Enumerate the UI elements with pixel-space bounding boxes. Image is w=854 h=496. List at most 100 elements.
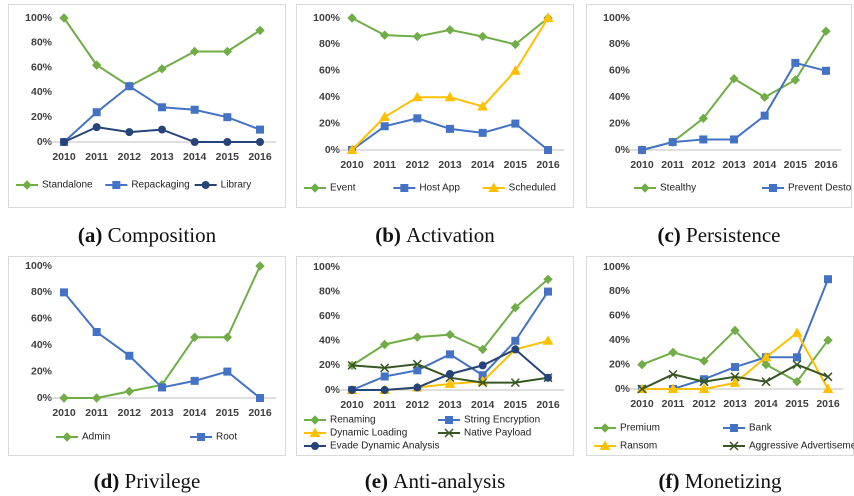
x-tick-label: 2016 xyxy=(248,151,272,163)
y-tick-label: 0% xyxy=(325,144,341,156)
point xyxy=(255,261,265,271)
legend-label: String Encryption xyxy=(464,415,540,426)
point xyxy=(256,138,264,146)
panel: 0% 20% 40% 60% 80% 100% 2010 2011 2012 2013 2014 20… xyxy=(8,4,286,208)
point xyxy=(761,377,771,387)
legend-marker xyxy=(444,428,454,438)
point xyxy=(730,325,740,336)
legend-label: Dynamic Loading xyxy=(330,428,407,439)
point xyxy=(510,39,521,50)
point xyxy=(729,377,741,387)
panel-border xyxy=(8,256,286,456)
legend-label: Library xyxy=(221,180,252,191)
y-tick-label: 80% xyxy=(319,38,341,50)
y-tick-label: 80% xyxy=(319,285,341,297)
caption-label: (c) xyxy=(657,223,680,247)
caption-label: (e) xyxy=(365,469,388,493)
point xyxy=(729,74,739,84)
y-tick-label: 100% xyxy=(603,261,631,273)
y-tick-label: 20% xyxy=(609,117,631,129)
point xyxy=(445,329,455,340)
legend-label: Admin xyxy=(82,432,110,443)
point xyxy=(190,105,199,114)
panel-border xyxy=(8,4,286,208)
point xyxy=(446,124,454,133)
legend-label: Host App xyxy=(419,183,460,194)
point xyxy=(478,128,487,137)
legend-marker xyxy=(600,423,610,433)
panel-border xyxy=(586,4,852,208)
point xyxy=(822,66,830,75)
point xyxy=(379,111,391,121)
point xyxy=(510,378,520,388)
point xyxy=(379,339,390,350)
y-tick-label: 60% xyxy=(319,65,341,77)
point xyxy=(792,376,802,387)
point xyxy=(699,135,708,144)
point xyxy=(158,103,166,112)
y-tick-label: 20% xyxy=(609,358,631,370)
x-tick-label: 2016 xyxy=(248,407,272,419)
point xyxy=(92,108,101,117)
x-tick-label: 2013 xyxy=(150,407,174,419)
caption: (e) Anti-analysis xyxy=(365,469,506,493)
caption-text: Anti-analysis xyxy=(393,469,505,493)
point xyxy=(445,25,455,35)
point xyxy=(638,146,646,154)
point xyxy=(189,332,200,342)
y-tick-label: 80% xyxy=(609,285,631,297)
legend-marker xyxy=(730,424,738,432)
x-tick-label: 2015 xyxy=(216,151,240,163)
y-tick-label: 0% xyxy=(37,392,53,404)
point xyxy=(412,359,422,369)
point xyxy=(822,383,834,393)
x-tick-label: 2012 xyxy=(406,159,430,171)
panel: 0% 20% 40% 60% 80% 100% 2010 2011 2012 2013 2014 20… xyxy=(586,4,852,208)
point xyxy=(60,138,68,146)
point xyxy=(760,111,769,120)
point xyxy=(125,82,134,91)
y-tick-label: 40% xyxy=(31,339,53,351)
point xyxy=(413,114,422,123)
point xyxy=(190,138,199,146)
point xyxy=(380,363,390,373)
point xyxy=(446,350,454,359)
legend-label: Repackaging xyxy=(131,180,189,191)
x-tick-label: 2016 xyxy=(816,398,840,410)
y-tick-label: 0% xyxy=(325,384,341,396)
point xyxy=(59,393,69,403)
point xyxy=(792,360,802,370)
legend-marker xyxy=(400,184,409,192)
legend-marker xyxy=(201,181,210,189)
point xyxy=(92,328,101,336)
x-tick-label: 2012 xyxy=(118,407,142,419)
point xyxy=(92,123,101,132)
y-tick-label: 60% xyxy=(31,313,53,325)
x-tick-label: 2010 xyxy=(52,151,76,163)
legend-label: Ransom xyxy=(620,441,657,452)
panel: 0% 20% 40% 60% 80% 100% 2010 2011 2012 2013 2014 20… xyxy=(296,4,574,208)
x-tick-label: 2012 xyxy=(406,399,430,411)
legend-marker xyxy=(309,427,321,437)
point xyxy=(698,383,710,393)
x-tick-label: 2011 xyxy=(661,159,684,171)
point xyxy=(446,370,454,379)
y-tick-label: 100% xyxy=(313,12,341,24)
point xyxy=(256,125,264,134)
caption-text: Monetizing xyxy=(685,469,782,493)
x-tick-label: 2012 xyxy=(692,159,716,171)
point xyxy=(544,373,552,382)
x-tick-label: 2012 xyxy=(692,398,716,410)
y-tick-label: 40% xyxy=(319,335,341,347)
caption-text: Activation xyxy=(406,223,495,247)
caption-label: (f) xyxy=(658,469,679,493)
caption: (d) Privilege xyxy=(94,469,201,493)
x-tick-label: 2015 xyxy=(784,159,808,171)
legend-marker xyxy=(62,432,72,442)
y-tick-label: 100% xyxy=(25,260,53,272)
x-tick-label: 2014 xyxy=(471,399,495,411)
caption: (a) Composition xyxy=(78,223,217,247)
point xyxy=(380,386,389,394)
point xyxy=(477,100,489,111)
